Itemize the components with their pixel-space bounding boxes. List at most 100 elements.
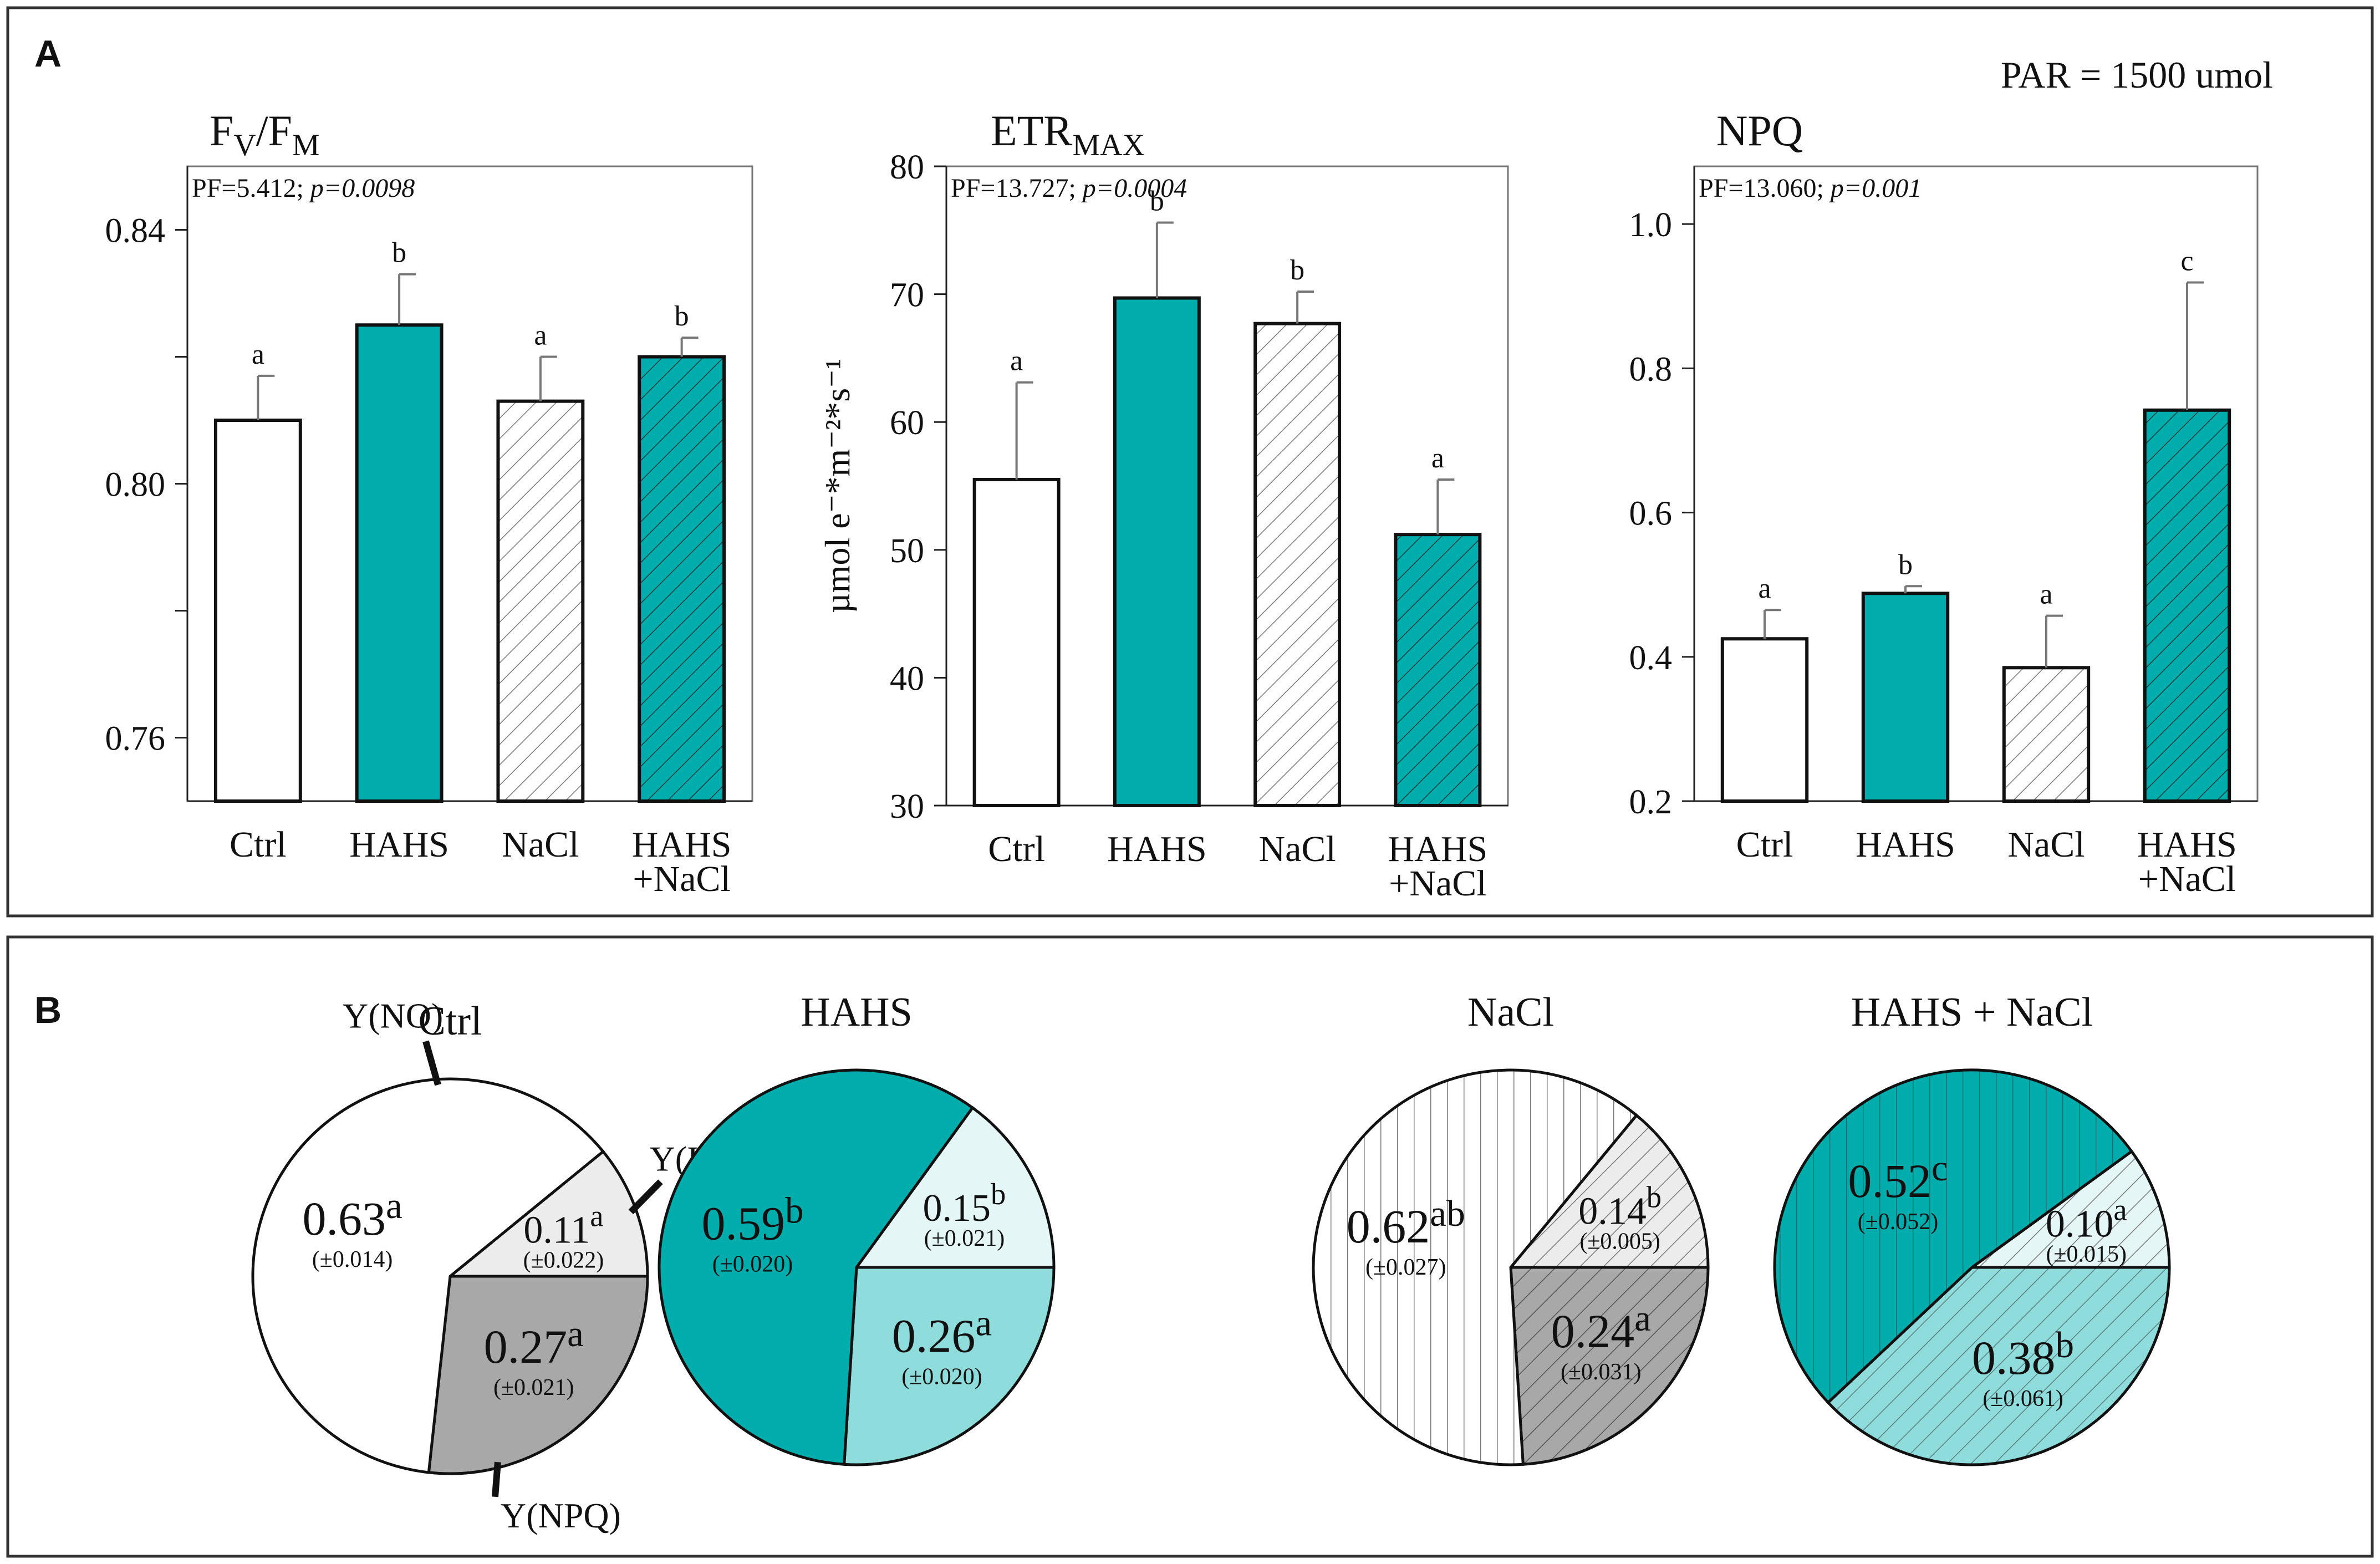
bar	[1394, 533, 1482, 807]
slice-value: 0.11a	[523, 1199, 603, 1251]
y-tick-label: 0.80	[105, 466, 166, 504]
title-sub: V	[233, 128, 256, 162]
category-label: Ctrl	[230, 824, 287, 865]
callout-line	[422, 1040, 441, 1086]
bar	[496, 399, 585, 803]
y-tick-label: 0.2	[1629, 783, 1673, 821]
y-tick-label: 0.76	[105, 720, 166, 758]
slice-letter: c	[1931, 1147, 1948, 1189]
y-tick-label: 50	[890, 532, 924, 570]
slice-letter: a	[2113, 1193, 2127, 1226]
y-tick-label: 80	[890, 149, 924, 186]
slice-letter: a	[386, 1185, 402, 1226]
bar	[1861, 592, 1950, 803]
slice-value: 0.10a	[2046, 1193, 2127, 1245]
slice-error: (±0.020)	[712, 1252, 793, 1277]
category-label: +NaCl	[1389, 863, 1487, 904]
category-label: HAHS	[349, 824, 449, 865]
significance-letter: a	[534, 320, 547, 351]
slice-error: (±0.020)	[901, 1364, 982, 1390]
stat-pf: PF=5.412;	[192, 174, 310, 203]
slice-value-number: 0.11	[523, 1209, 590, 1251]
slice-error: (±0.021)	[924, 1226, 1005, 1251]
stat-text: PF=5.412; p=0.0098	[192, 174, 415, 203]
slice-error: (±0.014)	[312, 1247, 393, 1272]
pie-title: Ctrl	[418, 998, 482, 1044]
panel-b-label: B	[34, 989, 62, 1031]
significance-letter: a	[2040, 579, 2052, 610]
pie-slice	[658, 1068, 975, 1466]
slice-error: (±0.052)	[1858, 1209, 1939, 1235]
slice-value-number: 0.24	[1551, 1305, 1635, 1358]
significance-letter: b	[1290, 254, 1304, 286]
y-tick-label: 0.4	[1629, 639, 1673, 677]
pie-slice	[1509, 1266, 1710, 1466]
significance-letter: a	[252, 339, 264, 370]
slice-value-number: 0.52	[1848, 1154, 1931, 1208]
category-label: Ctrl	[988, 829, 1045, 869]
stat-pf: PF=13.060;	[1699, 174, 1831, 203]
pie-slice	[1968, 1149, 2171, 1269]
pie-title: HAHS	[801, 990, 912, 1035]
slice-error: (±0.022)	[523, 1247, 604, 1273]
category-label: NaCl	[1258, 829, 1336, 869]
pie-chart-pie-hahs-nacl: HAHS + NaCl0.10a(±0.015)0.38b(±0.061)0.5…	[1773, 990, 2171, 1466]
slice-letter: b	[785, 1190, 804, 1231]
slice-value: 0.27a	[484, 1313, 584, 1373]
category-label: HAHS	[1107, 829, 1207, 869]
slice-value: 0.26a	[892, 1302, 992, 1363]
title-main: F	[210, 106, 233, 155]
slice-value: 0.59b	[701, 1190, 803, 1250]
slice-value-number: 0.27	[484, 1320, 568, 1373]
category-label: Ctrl	[1736, 824, 1793, 865]
bar	[2002, 666, 2091, 803]
significance-letter: c	[2180, 245, 2193, 277]
slice-value: 0.62ab	[1347, 1193, 1465, 1253]
category-label: HAHS	[632, 824, 732, 865]
significance-letter: a	[1431, 442, 1444, 474]
slice-error: (±0.021)	[493, 1375, 574, 1400]
y-tick-label: 70	[890, 277, 924, 314]
slice-value: 0.14b	[1578, 1180, 1662, 1233]
bar	[1720, 637, 1809, 803]
y-tick-label: 0.8	[1629, 350, 1673, 388]
pie-slice	[1507, 1113, 1710, 1269]
y-axis-label: µmol e⁻*m⁻²*s⁻¹	[818, 359, 857, 613]
bar	[213, 419, 302, 803]
slice-value-number: 0.10	[2046, 1203, 2114, 1245]
slice-error: (±0.061)	[1983, 1386, 2063, 1412]
pie-chart-pie-nacl: NaCl0.14b(±0.005)0.24a(±0.031)0.62ab(±0.…	[1312, 990, 1710, 1466]
title-sub: MAX	[1072, 128, 1145, 162]
bar-chart-etr: 30 40 50 60 70 80 ETRMAX PF=13.727; p=0.0004 µmo…	[818, 106, 1509, 904]
stat-p: p=0.001	[1829, 174, 1922, 203]
bar	[638, 355, 726, 803]
slice-letter: b	[2056, 1324, 2075, 1366]
stat-text: PF=13.060; p=0.001	[1699, 174, 1922, 203]
significance-letter: b	[675, 300, 689, 332]
bar	[972, 477, 1061, 807]
slice-value-number: 0.62	[1347, 1200, 1430, 1253]
significance-letter: a	[1758, 573, 1771, 604]
significance-letter: a	[1010, 345, 1023, 377]
slice-value: 0.52c	[1848, 1147, 1948, 1208]
par-note: PAR = 1500 umol	[2001, 54, 2273, 96]
pie-chart-pie-ctrl: Ctrl0.11a(±0.022)0.27a(±0.021)0.63a(±0.0…	[251, 996, 722, 1535]
significance-letter: b	[392, 237, 406, 269]
category-label: +NaCl	[633, 859, 731, 899]
slice-letter: b	[1647, 1180, 1662, 1214]
pie-slice	[854, 1106, 1056, 1269]
slice-value: 0.63a	[302, 1185, 402, 1245]
pie-charts: Ctrl0.11a(±0.022)0.27a(±0.021)0.63a(±0.0…	[251, 990, 2171, 1535]
slice-value-number: 0.38	[1972, 1331, 2056, 1384]
slice-error: (±0.005)	[1579, 1229, 1660, 1255]
panel-b-frame	[6, 935, 2374, 1558]
slice-value-number: 0.59	[701, 1197, 785, 1250]
stat-pf: PF=13.727;	[951, 174, 1083, 203]
slice-value: 0.38b	[1972, 1324, 2074, 1384]
title-main: ETR	[991, 106, 1072, 155]
y-tick-label: 1.0	[1629, 206, 1673, 244]
slice-value: 0.15b	[923, 1177, 1006, 1230]
pie-slice	[427, 1275, 649, 1475]
bar	[1113, 296, 1201, 807]
slice-letter: a	[567, 1313, 584, 1354]
